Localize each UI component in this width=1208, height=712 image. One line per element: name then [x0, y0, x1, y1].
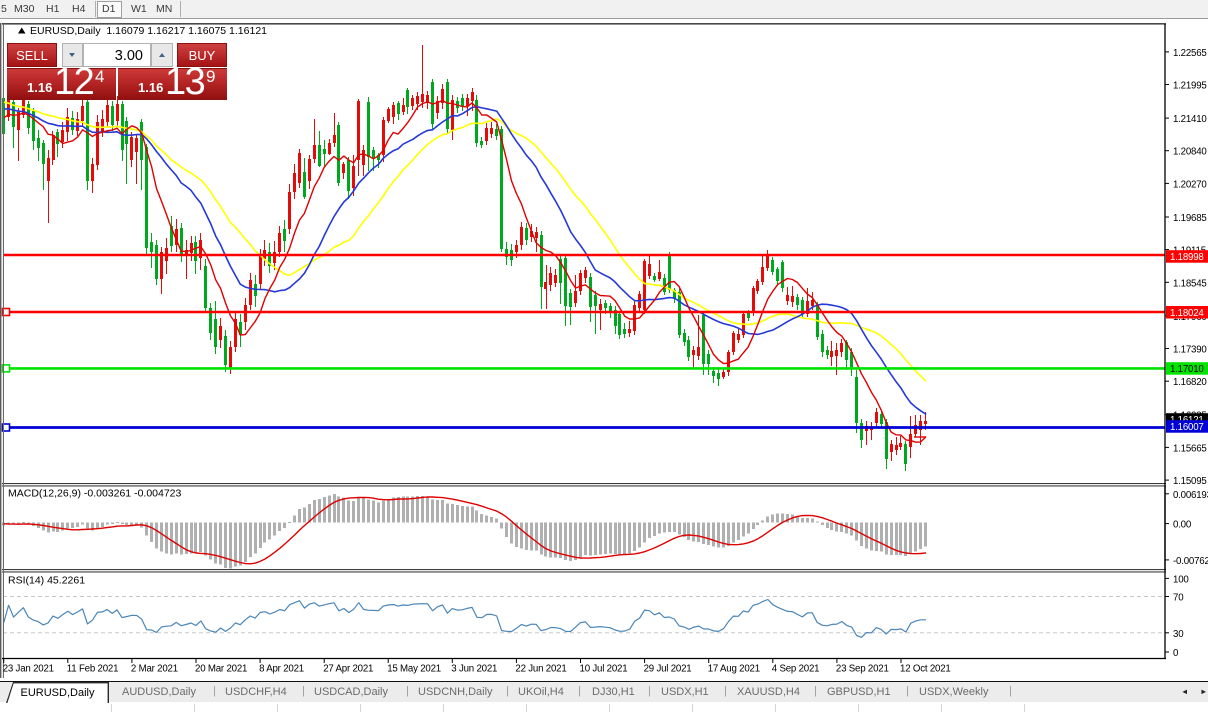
- svg-text:22 Jun 2021: 22 Jun 2021: [515, 664, 566, 675]
- svg-text:1.20840: 1.20840: [1173, 147, 1207, 158]
- svg-text:1.16007: 1.16007: [1170, 422, 1204, 433]
- svg-text:1.18545: 1.18545: [1173, 278, 1207, 289]
- svg-text:100: 100: [1173, 574, 1189, 585]
- svg-text:23 Sep 2021: 23 Sep 2021: [836, 664, 889, 675]
- svg-text:27 Apr 2021: 27 Apr 2021: [323, 664, 373, 675]
- svg-text:11 Feb 2021: 11 Feb 2021: [67, 664, 118, 675]
- svg-text:70: 70: [1173, 593, 1184, 604]
- svg-text:23 Jan 2021: 23 Jan 2021: [3, 664, 54, 675]
- svg-text:0.006193: 0.006193: [1173, 490, 1208, 501]
- svg-text:4 Sep 2021: 4 Sep 2021: [772, 664, 820, 675]
- svg-text:29 Jul 2021: 29 Jul 2021: [644, 664, 692, 675]
- svg-text:10 Jul 2021: 10 Jul 2021: [580, 664, 628, 675]
- svg-text:1.21410: 1.21410: [1173, 114, 1207, 125]
- svg-text:1.18998: 1.18998: [1170, 252, 1204, 263]
- svg-text:0: 0: [1173, 648, 1179, 659]
- svg-text:1.19685: 1.19685: [1173, 213, 1207, 224]
- svg-text:1.20270: 1.20270: [1173, 179, 1207, 190]
- svg-text:20 Mar 2021: 20 Mar 2021: [195, 664, 247, 675]
- svg-text:2 Mar 2021: 2 Mar 2021: [131, 664, 178, 675]
- svg-text:8 Apr 2021: 8 Apr 2021: [259, 664, 304, 675]
- svg-text:1.17010: 1.17010: [1170, 364, 1204, 375]
- svg-text:1.15665: 1.15665: [1173, 443, 1207, 454]
- svg-text:0.00: 0.00: [1173, 520, 1192, 531]
- svg-text:EURUSD,Daily 1.16079 1.16217: EURUSD,Daily 1.16079 1.16217 1.16075 1.1…: [30, 25, 267, 37]
- svg-text:12 Oct 2021: 12 Oct 2021: [900, 664, 951, 675]
- svg-text:1.17390: 1.17390: [1173, 345, 1207, 356]
- svg-text:1.18024: 1.18024: [1170, 308, 1204, 319]
- svg-text:3 Jun 2021: 3 Jun 2021: [451, 664, 497, 675]
- svg-text:MACD(12,26,9) -0.003261 -0.004: MACD(12,26,9) -0.003261 -0.004723: [8, 488, 182, 500]
- svg-text:1.15095: 1.15095: [1173, 476, 1207, 487]
- svg-text:17 Aug 2021: 17 Aug 2021: [708, 664, 760, 675]
- svg-text:RSI(14) 45.2261: RSI(14) 45.2261: [8, 575, 85, 587]
- svg-text:1.21995: 1.21995: [1173, 81, 1207, 92]
- svg-text:1.16820: 1.16820: [1173, 377, 1207, 388]
- svg-text:30: 30: [1173, 629, 1184, 640]
- svg-text:15 May 2021: 15 May 2021: [387, 664, 441, 675]
- svg-text:1.22565: 1.22565: [1173, 48, 1207, 59]
